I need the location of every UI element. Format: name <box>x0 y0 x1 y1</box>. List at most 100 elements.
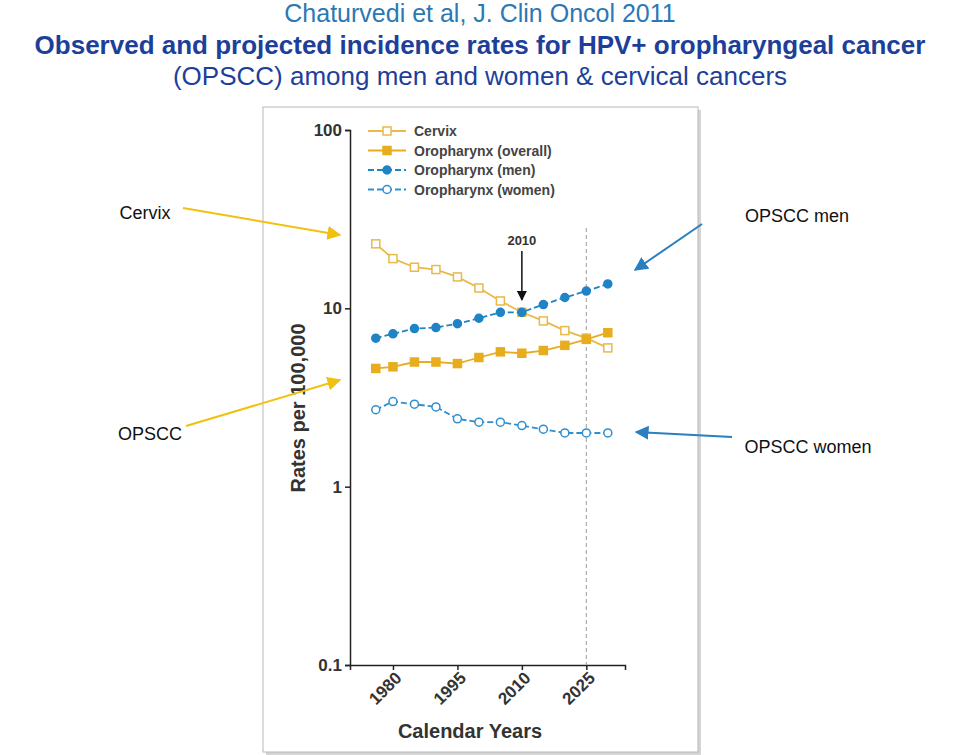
panel <box>263 107 698 752</box>
legend-label: Oropharynx (men) <box>414 162 535 178</box>
y-tick: 0.1 <box>318 656 350 675</box>
data-point <box>561 341 569 349</box>
data-point <box>372 364 380 372</box>
data-point <box>539 425 547 433</box>
data-point <box>604 329 612 337</box>
data-point <box>410 358 418 366</box>
data-point <box>496 348 504 356</box>
x-tick: 1980 <box>365 665 405 709</box>
y-tick-label: 0.1 <box>318 656 342 675</box>
y-tick: 1 <box>333 478 350 497</box>
data-point <box>561 327 569 335</box>
data-point <box>389 398 397 406</box>
x-tick: 1995 <box>430 665 470 709</box>
data-point <box>582 335 590 343</box>
callout: OPSCC men <box>745 206 849 226</box>
callout-arrow <box>183 208 340 235</box>
x-tick-label: 1980 <box>365 668 405 708</box>
data-point <box>582 287 590 295</box>
title-line: (OPSCC) among men and women & cervical c… <box>173 61 787 91</box>
y-axis-title: Rates per 100,000 <box>287 323 309 492</box>
callout-arrow <box>635 224 702 270</box>
data-point <box>539 301 547 309</box>
legend-marker <box>383 127 391 135</box>
data-point <box>475 314 483 322</box>
data-point <box>389 255 397 263</box>
data-point <box>389 363 397 371</box>
data-point <box>372 334 380 342</box>
y-tick-mark <box>345 308 350 310</box>
data-point <box>432 403 440 411</box>
x-tick-label: 2025 <box>559 668 599 708</box>
data-point <box>453 415 461 423</box>
data-point <box>561 429 569 437</box>
legend-marker <box>383 166 391 174</box>
callout: OPSCC <box>118 424 182 444</box>
data-point <box>410 400 418 408</box>
data-point <box>475 284 483 292</box>
y-tick-label: 10 <box>323 299 342 318</box>
data-point <box>604 429 612 437</box>
data-point <box>496 418 504 426</box>
data-point <box>604 344 612 352</box>
callout-arrow <box>186 380 340 426</box>
x-tick-label: 2010 <box>494 668 534 708</box>
legend-label: Oropharynx (overall) <box>414 143 552 159</box>
data-point <box>410 325 418 333</box>
x-axis-title: Calendar Years <box>398 720 542 742</box>
title-line: Observed and projected incidence rates f… <box>35 30 926 60</box>
x-axis: 1980 1995 2010 2025 <box>351 665 626 709</box>
x-tick-mark <box>586 665 588 670</box>
y-axis-line <box>345 131 351 666</box>
x-tick-mark <box>457 665 459 670</box>
y-tick: 100 <box>314 121 350 140</box>
annotation: 2010 <box>507 233 536 248</box>
annotation-arrow <box>521 251 523 300</box>
y-axis: 0.1 1 10 100 <box>314 121 351 675</box>
data-point <box>561 294 569 302</box>
data-point <box>453 320 461 328</box>
series-line <box>376 244 608 348</box>
data-point <box>389 330 397 338</box>
y-tick-label: 100 <box>314 121 342 140</box>
data-point <box>496 297 504 305</box>
data-point <box>432 358 440 366</box>
y-tick-mark <box>345 130 350 132</box>
x-tick: 2025 <box>559 665 599 709</box>
series-line <box>376 333 608 369</box>
x-tick-label: 1995 <box>430 668 470 708</box>
legend: Cervix Oropharynx (overall) Oropharynx (me… <box>368 123 555 198</box>
legend-label: Cervix <box>414 123 457 139</box>
x-tick-mark <box>393 665 395 670</box>
data-point <box>496 308 504 316</box>
data-point <box>432 266 440 274</box>
legend-marker <box>383 186 391 194</box>
data-point <box>518 422 526 430</box>
y-tick-mark <box>345 486 350 488</box>
callout: OPSCC women <box>744 437 871 457</box>
data-point <box>475 354 483 362</box>
data-point <box>410 263 418 271</box>
data-point <box>518 308 526 316</box>
data-point <box>582 429 590 437</box>
data-point <box>475 418 483 426</box>
x-tick: 2010 <box>494 665 534 709</box>
data-point <box>453 360 461 368</box>
data-point <box>372 406 380 414</box>
data-point <box>604 280 612 288</box>
subtitle: Chaturvedi et al, J. Clin Oncol 2011 <box>284 0 675 27</box>
callout: Cervix <box>119 203 170 223</box>
series-line <box>376 284 608 338</box>
plot-area <box>372 240 612 437</box>
data-point <box>432 324 440 332</box>
data-point <box>372 240 380 248</box>
y-tick-mark <box>345 665 350 667</box>
data-point <box>539 317 547 325</box>
legend-label: Oropharynx (women) <box>414 182 555 198</box>
y-tick: 10 <box>323 299 350 318</box>
data-point <box>539 347 547 355</box>
callout-arrow <box>636 432 732 437</box>
data-point <box>518 308 526 316</box>
chart: Chaturvedi et al, J. Clin Oncol 2011 Obse… <box>0 0 960 755</box>
legend-marker <box>383 147 391 155</box>
